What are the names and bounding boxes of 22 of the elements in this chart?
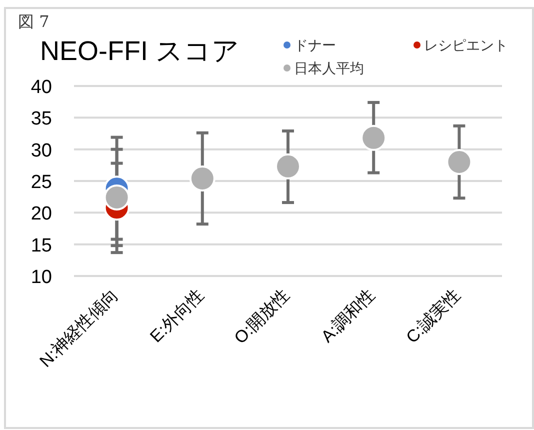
legend-label: 日本人平均	[294, 60, 364, 76]
y-tick-label: 20	[30, 204, 52, 225]
y-tick-label: 40	[30, 77, 52, 98]
x-tick-label: E:外向性	[146, 285, 208, 346]
legend-label: レシピエント	[424, 37, 508, 53]
x-tick-label: C:誠実性	[402, 285, 464, 347]
chart-title: NEO-FFI スコア	[40, 36, 240, 66]
point	[189, 165, 216, 192]
legend-label: ドナー	[294, 37, 336, 53]
y-tick-label: 15	[30, 235, 52, 256]
point	[360, 124, 387, 151]
point	[104, 184, 130, 210]
y-tick-label: 10	[30, 267, 52, 288]
x-tick-label: O:開放性	[230, 285, 293, 348]
x-tick-label: N:神経性傾向	[36, 285, 122, 371]
point	[446, 149, 472, 175]
y-tick-label: 35	[30, 108, 52, 130]
point	[275, 153, 301, 180]
x-tick-label: A:調和性	[318, 285, 378, 346]
caption: 図 7	[18, 12, 50, 31]
y-tick-label: 25	[30, 172, 52, 193]
y-tick-label: 30	[30, 140, 52, 162]
